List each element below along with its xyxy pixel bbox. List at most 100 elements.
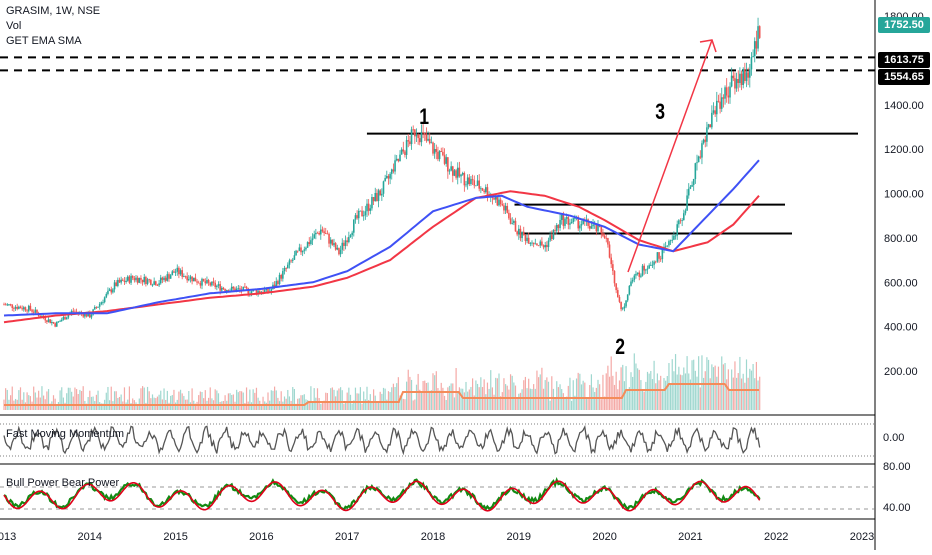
candle-body xyxy=(194,277,197,282)
candle-body xyxy=(709,124,711,128)
candle-body xyxy=(547,240,550,248)
candle-body xyxy=(47,319,50,322)
candle-body xyxy=(320,229,322,235)
candle-body xyxy=(617,290,619,298)
candle-body xyxy=(430,142,433,144)
volume-ma-line xyxy=(4,383,759,406)
volume-bar xyxy=(145,402,147,410)
candle-body xyxy=(357,210,360,219)
volume-bar xyxy=(92,396,94,410)
candle-body xyxy=(135,277,137,281)
candle-body xyxy=(417,134,419,139)
volume-bar xyxy=(420,392,423,410)
candle-body xyxy=(730,75,733,87)
candle-body xyxy=(440,151,443,152)
volume-bar xyxy=(364,399,366,410)
volume-bar xyxy=(227,393,229,410)
x-tick-label: 2017 xyxy=(335,531,359,543)
candle-body xyxy=(420,132,423,143)
volume-bar xyxy=(249,389,251,410)
candle-body xyxy=(212,281,215,283)
volume-bar xyxy=(28,395,30,410)
volume-bar xyxy=(315,397,317,410)
volume-bar xyxy=(742,373,744,410)
volume-bar xyxy=(74,387,76,410)
volume-bar xyxy=(151,394,154,410)
volume-bar xyxy=(600,399,602,410)
volume-bar xyxy=(523,380,525,410)
candle-body xyxy=(509,218,512,224)
candle-body xyxy=(499,199,502,205)
volume-bar xyxy=(480,377,482,410)
candle-body xyxy=(57,321,60,323)
candle-body xyxy=(14,306,17,309)
candle-body xyxy=(179,270,182,275)
volume-bar xyxy=(245,387,248,410)
candle-body xyxy=(351,232,353,236)
x-tick-label: 2019 xyxy=(507,531,531,543)
volume-bar xyxy=(602,374,604,410)
volume-bar xyxy=(183,395,185,410)
volume-bar xyxy=(333,389,335,410)
candle-body xyxy=(447,157,449,172)
volume-bar xyxy=(407,369,409,410)
candle-body xyxy=(485,187,487,193)
candle-body xyxy=(653,261,655,265)
candle-body xyxy=(630,281,632,286)
volume-bar xyxy=(467,391,469,410)
volume-bar xyxy=(72,396,74,410)
trend-arrow-head xyxy=(699,39,717,53)
y-tick-label: 600.00 xyxy=(884,277,918,289)
candle-body xyxy=(641,265,644,276)
candle-body xyxy=(176,267,179,272)
candle-body xyxy=(23,307,25,310)
candle-body xyxy=(178,267,180,275)
volume-bar xyxy=(572,380,574,410)
volume-bar xyxy=(476,383,479,410)
candle-body xyxy=(98,303,101,307)
candle-body xyxy=(59,320,61,322)
x-tick-label: 2018 xyxy=(421,531,445,543)
volume-bar xyxy=(77,394,79,410)
volume-bar xyxy=(191,388,193,410)
candle-body xyxy=(683,213,685,221)
candle-body xyxy=(701,143,703,158)
volume-bar xyxy=(216,390,218,410)
volume-bar xyxy=(163,388,165,410)
candle-body xyxy=(590,226,593,229)
volume-bar xyxy=(354,387,357,410)
candle-body xyxy=(549,235,551,241)
candle-body xyxy=(130,275,132,283)
candle-body xyxy=(552,229,555,239)
volume-bar xyxy=(711,364,713,410)
volume-bar xyxy=(660,375,662,410)
volume-bar xyxy=(199,391,201,410)
candle-body xyxy=(397,158,400,162)
candle-body xyxy=(24,307,27,311)
volume-bar xyxy=(661,391,663,410)
volume-bar xyxy=(29,396,31,410)
volume-bar xyxy=(137,403,139,410)
candle-body xyxy=(405,140,408,155)
candle-body xyxy=(443,155,446,164)
candle-body xyxy=(21,308,23,310)
volume-bar xyxy=(645,381,647,410)
volume-bar xyxy=(607,365,609,410)
volume-bar xyxy=(52,395,55,410)
volume-bar xyxy=(719,383,721,410)
volume-bar xyxy=(724,362,726,410)
legend: GRASIM, 1W, NSE Vol GET EMA SMA xyxy=(6,4,100,49)
volume-bar xyxy=(351,403,353,410)
candle-body xyxy=(532,242,535,244)
volume-bar xyxy=(125,402,127,410)
volume-bar xyxy=(452,383,454,410)
volume-bar xyxy=(498,373,500,410)
candle-body xyxy=(239,288,241,290)
volume-bar xyxy=(688,373,690,410)
candle-body xyxy=(537,245,540,247)
candle-body xyxy=(702,139,705,144)
candle-body xyxy=(206,280,208,284)
candle-body xyxy=(724,87,726,99)
volume-bar xyxy=(194,403,196,410)
